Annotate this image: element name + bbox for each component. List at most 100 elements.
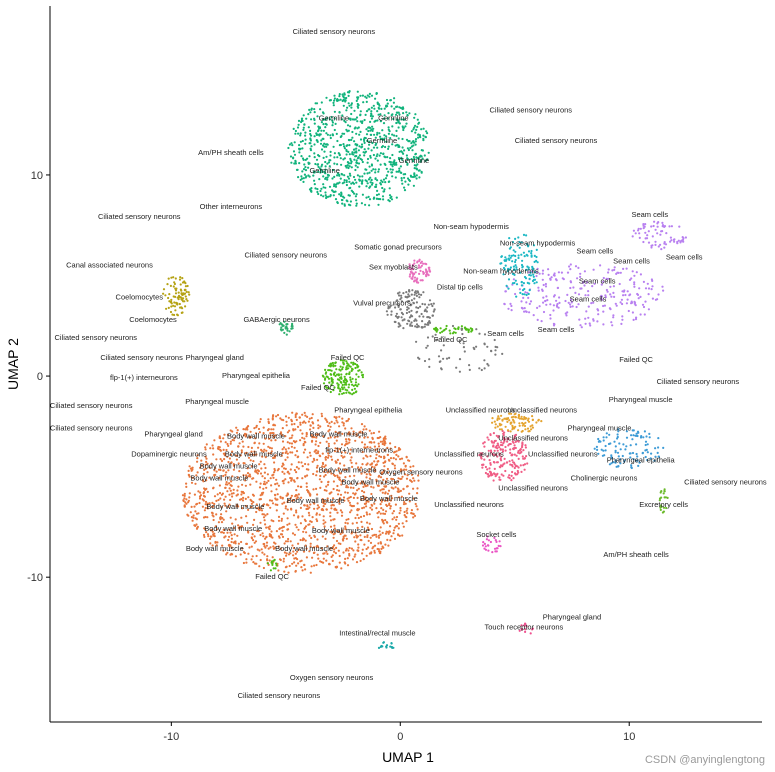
data-point <box>423 325 426 328</box>
data-point <box>393 97 396 100</box>
data-point <box>354 178 357 181</box>
data-point <box>350 102 353 105</box>
data-point <box>337 373 340 376</box>
cluster-label: Non-seam hypodermis <box>500 238 576 247</box>
data-point <box>254 469 257 472</box>
data-point <box>414 138 418 141</box>
data-point <box>296 456 299 459</box>
data-point <box>413 157 416 161</box>
data-point <box>215 470 218 473</box>
data-point <box>349 125 352 128</box>
data-point <box>294 570 297 573</box>
data-point <box>597 313 600 316</box>
data-point <box>240 490 243 493</box>
data-point <box>323 378 327 381</box>
data-point <box>368 204 371 207</box>
data-point <box>241 547 244 550</box>
data-point <box>267 479 270 482</box>
data-point <box>368 429 371 432</box>
data-point <box>402 112 405 115</box>
data-point <box>304 142 307 145</box>
data-point <box>391 512 394 515</box>
data-point <box>369 181 372 184</box>
data-point <box>316 115 319 118</box>
data-point <box>313 143 316 146</box>
data-point <box>225 448 228 452</box>
data-point <box>422 134 425 137</box>
data-point <box>204 500 208 503</box>
data-point <box>390 171 394 174</box>
data-point <box>262 513 265 516</box>
data-point <box>619 301 622 304</box>
data-point <box>660 230 663 233</box>
data-point <box>362 428 365 431</box>
data-point <box>427 323 430 326</box>
data-point <box>381 180 384 184</box>
data-point <box>364 203 367 206</box>
data-point <box>340 377 343 380</box>
data-point <box>231 450 234 453</box>
data-point <box>399 165 402 168</box>
data-point <box>328 369 331 372</box>
data-point <box>463 350 466 353</box>
data-point <box>324 368 327 371</box>
data-point <box>353 127 356 130</box>
data-point <box>307 420 310 423</box>
data-point <box>224 441 227 444</box>
data-point <box>381 145 384 148</box>
data-point <box>308 451 311 454</box>
data-point <box>632 229 636 232</box>
data-point <box>351 393 354 396</box>
data-point <box>340 567 343 570</box>
data-point <box>345 199 348 202</box>
data-point <box>327 377 331 380</box>
data-point <box>421 320 424 323</box>
data-point <box>245 476 248 479</box>
data-point <box>412 144 415 147</box>
data-point <box>295 440 298 443</box>
data-point <box>351 190 354 194</box>
data-point <box>355 199 358 202</box>
data-point <box>323 465 326 468</box>
data-point <box>295 466 298 469</box>
data-point <box>500 414 503 417</box>
data-point <box>352 362 355 365</box>
data-point <box>397 137 400 140</box>
data-point <box>296 425 300 428</box>
data-point <box>310 416 313 420</box>
data-point <box>275 498 278 501</box>
data-point <box>225 481 228 484</box>
data-point <box>344 427 347 430</box>
data-point <box>205 460 208 463</box>
data-point <box>303 411 306 414</box>
data-point <box>400 468 403 471</box>
data-point <box>260 509 264 512</box>
data-point <box>275 415 278 418</box>
data-point <box>367 178 371 181</box>
data-point <box>350 367 354 370</box>
data-point <box>331 177 334 180</box>
data-point <box>574 291 577 294</box>
data-point <box>316 538 319 541</box>
data-point <box>542 283 545 287</box>
data-point <box>174 295 177 298</box>
data-point <box>413 276 417 279</box>
data-point <box>254 437 257 440</box>
data-point <box>369 552 373 555</box>
data-point <box>320 101 323 104</box>
data-point <box>355 116 359 119</box>
data-point <box>324 176 327 179</box>
data-point <box>513 453 516 456</box>
data-point <box>415 340 418 343</box>
data-point <box>290 161 293 164</box>
data-point <box>455 366 458 369</box>
data-point <box>207 535 210 538</box>
data-point <box>650 288 653 291</box>
data-point <box>326 178 329 181</box>
data-point <box>274 494 277 497</box>
data-point <box>322 195 325 198</box>
data-point <box>415 281 419 284</box>
data-point <box>227 505 230 508</box>
data-point <box>349 452 352 455</box>
data-point <box>357 369 360 372</box>
